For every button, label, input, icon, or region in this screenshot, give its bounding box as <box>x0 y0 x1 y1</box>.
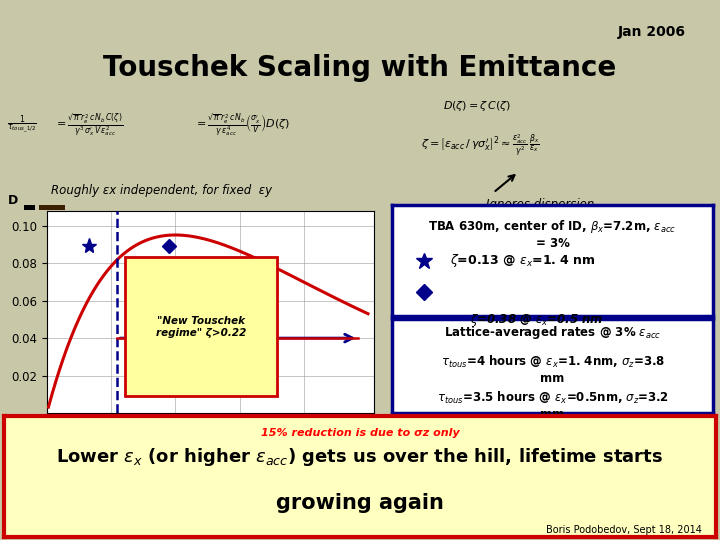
Text: Touschek Scaling with Emittance: Touschek Scaling with Emittance <box>104 53 616 82</box>
Text: $\frac{1}{\tau_{tous\_1/2}}$: $\frac{1}{\tau_{tous\_1/2}}$ <box>7 114 37 137</box>
Text: growing again: growing again <box>276 493 444 514</box>
Text: $\zeta = \left[\varepsilon_{acc}\,/\,\gamma\sigma_x^\prime\right]^2 \approx \fra: $\zeta = \left[\varepsilon_{acc}\,/\,\ga… <box>421 133 540 159</box>
Text: Jan 2006: Jan 2006 <box>618 25 685 39</box>
Text: TBA 630m, center of ID, $\beta_x$=7.2m, $\varepsilon_{acc}$
= 3%: TBA 630m, center of ID, $\beta_x$=7.2m, … <box>428 219 677 251</box>
Text: $\zeta$=0.13 @ $\varepsilon_x$=1. 4 nm: $\zeta$=0.13 @ $\varepsilon_x$=1. 4 nm <box>450 252 596 269</box>
Text: $= \frac{\sqrt{\pi}\,r_e^2\,c\,N_b}{\gamma\,\varepsilon_{acc}^4}\left(\frac{\sig: $= \frac{\sqrt{\pi}\,r_e^2\,c\,N_b}{\gam… <box>194 113 290 138</box>
Text: $\tau_{tous}$=4 hours @ $\varepsilon_x$=1. 4nm, $\sigma_z$=3.8
mm: $\tau_{tous}$=4 hours @ $\varepsilon_x$=… <box>441 354 665 384</box>
Bar <box>24 205 35 210</box>
Text: $\zeta$=0.38 @ $\varepsilon_x$=0.5 nm: $\zeta$=0.38 @ $\varepsilon_x$=0.5 nm <box>469 312 603 328</box>
Text: lower $\varepsilon_x$  $\Rightarrow$: lower $\varepsilon_x$ $\Rightarrow$ <box>171 434 250 449</box>
Bar <box>39 205 65 210</box>
Text: D: D <box>7 193 18 206</box>
Text: $\xi$: $\xi$ <box>389 420 400 439</box>
Text: Roughly εx independent, for fixed  εy: Roughly εx independent, for fixed εy <box>51 184 273 197</box>
Text: Lower $\varepsilon_x$ (or higher $\varepsilon_{acc}$) gets us over the hill, lif: Lower $\varepsilon_x$ (or higher $\varep… <box>56 446 664 468</box>
Text: "New Touschek
regime" ζ>0.22: "New Touschek regime" ζ>0.22 <box>156 316 246 338</box>
Text: Ignores dispersion: Ignores dispersion <box>486 198 594 211</box>
Text: 15% reduction is due to σz only: 15% reduction is due to σz only <box>261 428 459 438</box>
Text: $= \frac{\sqrt{\pi}\,r_e^2\,c\,N_b\,C(\zeta)}{\gamma^3\,\sigma_x^\prime\,V\,\var: $= \frac{\sqrt{\pi}\,r_e^2\,c\,N_b\,C(\z… <box>54 113 123 138</box>
Text: $\tau_{tous}$=3.5 hours @ $\varepsilon_x$=0.5nm, $\sigma_z$=3.2
mm: $\tau_{tous}$=3.5 hours @ $\varepsilon_x… <box>436 389 669 421</box>
Text: $D(\zeta) = \zeta\,C(\zeta)$: $D(\zeta) = \zeta\,C(\zeta)$ <box>443 99 511 113</box>
FancyBboxPatch shape <box>125 258 277 396</box>
Text: Boris Podobedov, Sept 18, 2014: Boris Podobedov, Sept 18, 2014 <box>546 525 702 535</box>
Text: Lattice-averaged rates @ 3% $\varepsilon_{acc}$: Lattice-averaged rates @ 3% $\varepsilon… <box>444 324 661 341</box>
